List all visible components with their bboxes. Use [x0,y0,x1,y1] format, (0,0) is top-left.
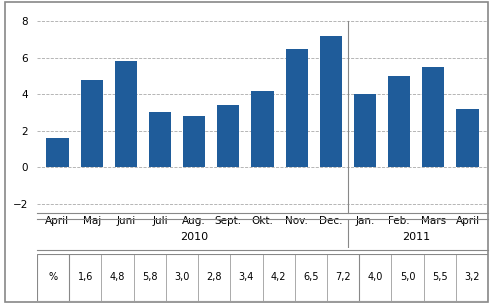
Text: 3,0: 3,0 [175,272,190,282]
Text: 6,5: 6,5 [303,272,318,282]
Bar [46,138,69,167]
Bar [251,91,274,167]
Bar [354,94,376,167]
Text: 5,5: 5,5 [432,272,448,282]
Text: 3,4: 3,4 [239,272,254,282]
Text: 4,0: 4,0 [368,272,383,282]
Bar [183,116,205,167]
Bar [149,112,171,167]
Bar [423,67,445,167]
Text: 2010: 2010 [180,232,208,242]
Bar [80,80,103,167]
Text: 4,2: 4,2 [271,272,286,282]
Text: 2,8: 2,8 [207,272,222,282]
Bar [457,109,479,167]
Bar [217,105,240,167]
Bar [320,36,342,167]
Text: 5,0: 5,0 [400,272,415,282]
Text: 5,8: 5,8 [142,272,157,282]
Text: 4,8: 4,8 [110,272,125,282]
Text: 1,6: 1,6 [77,272,93,282]
Text: 7,2: 7,2 [335,272,351,282]
Text: %: % [48,272,58,282]
Text: 2011: 2011 [402,232,430,242]
Bar [285,49,308,167]
Bar [388,76,410,167]
Text: 3,2: 3,2 [464,272,480,282]
Bar [115,61,137,167]
